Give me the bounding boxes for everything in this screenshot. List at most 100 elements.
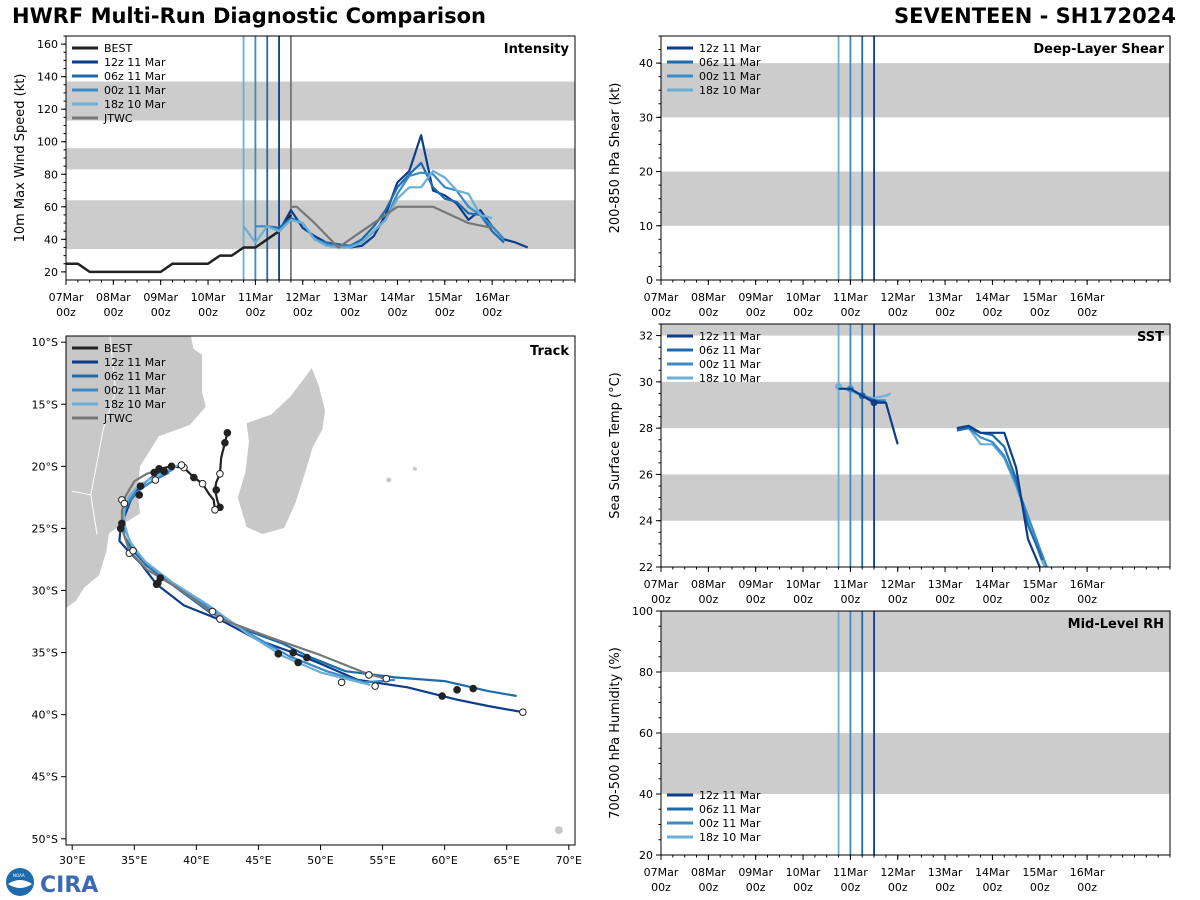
series-line [290, 205, 493, 249]
x-tick-label: 08Mar [691, 866, 726, 879]
x-tick-label: 15Mar [1022, 578, 1057, 591]
track-position-marker [118, 519, 126, 528]
y-tick-label: 25°S [32, 522, 58, 535]
y-axis-label: 700-500 hPa Humidity (%) [608, 647, 623, 819]
x-tick-label: 12Mar [880, 291, 915, 304]
x-tick-label: 14Mar [975, 866, 1010, 879]
legend-label: 06z 11 Mar [104, 70, 166, 83]
x-tick-label: 45°E [245, 854, 271, 867]
x-tick-label-hour: 00z [793, 593, 813, 606]
x-tick-label-hour: 00z [1030, 593, 1050, 606]
legend-label: 18z 10 Mar [104, 398, 166, 411]
x-tick-label-hour: 00z [841, 593, 861, 606]
x-tick-label-hour: 00z [198, 306, 218, 319]
y-tick-label: 120 [37, 103, 58, 116]
x-tick-label: 10Mar [191, 291, 226, 304]
y-tick-label: 40 [44, 233, 58, 246]
x-tick-label-hour: 00z [793, 881, 813, 894]
legend-label: 06z 11 Mar [699, 344, 761, 357]
legend-label: BEST [104, 42, 132, 55]
y-tick-label: 10°S [32, 336, 58, 349]
threshold-band [661, 324, 1170, 336]
x-tick-label: 08Mar [691, 291, 726, 304]
track-position-marker [212, 486, 221, 494]
track-position-marker [136, 482, 145, 491]
x-tick-label: 16Mar [1070, 866, 1105, 879]
legend-label: 18z 10 Mar [104, 98, 166, 111]
x-tick-label: 16Mar [475, 291, 510, 304]
x-tick-label: 65°E [493, 854, 519, 867]
y-tick-label: 35°S [32, 647, 58, 660]
country-borders [72, 336, 117, 535]
legend-label: 06z 11 Mar [699, 803, 761, 816]
y-tick-label: 80 [44, 168, 58, 181]
x-tick-label: 07Mar [644, 578, 679, 591]
x-tick-label: 13Mar [333, 291, 368, 304]
x-tick-label-hour: 00z [841, 881, 861, 894]
legend-label: 00z 11 Mar [104, 384, 166, 397]
x-tick-label-hour: 00z [482, 306, 502, 319]
axes-frame [660, 323, 1171, 568]
x-tick-label-hour: 00z [888, 306, 908, 319]
x-tick-label-hour: 00z [746, 306, 766, 319]
y-axis-label: 10m Max Wind Speed (kt) [13, 74, 28, 243]
threshold-band [661, 611, 1170, 672]
kerguelen-island [554, 826, 563, 835]
threshold-band [661, 171, 1170, 226]
x-tick-label-hour: 00z [103, 306, 123, 319]
x-tick-label-hour: 00z [1030, 306, 1050, 319]
series-line [956, 424, 1041, 567]
legend-label: 18z 10 Mar [699, 831, 761, 844]
x-tick-label-hour: 00z [56, 306, 76, 319]
x-tick-label: 60°E [431, 854, 457, 867]
track-position-marker [303, 653, 311, 662]
track-position-marker [216, 470, 224, 478]
series-line [242, 169, 493, 249]
track-position-marker [221, 438, 229, 447]
track-position-marker [190, 473, 198, 482]
y-tick-label: 40 [639, 788, 653, 801]
y-tick-label: 50°S [32, 833, 58, 846]
y-tick-label: 15°S [32, 398, 58, 411]
x-tick-label: 70°E [556, 854, 582, 867]
track-position-marker [150, 468, 158, 477]
y-tick-label: 80 [639, 666, 653, 679]
legend-label: 12z 11 Mar [104, 56, 166, 69]
x-tick-label: 16Mar [1070, 291, 1105, 304]
track-position-marker [129, 546, 137, 555]
x-tick-label: 11Mar [833, 578, 868, 591]
y-tick-label: 60 [44, 201, 58, 214]
x-tick-label-hour: 00z [1077, 306, 1097, 319]
x-tick-label-hour: 00z [888, 881, 908, 894]
series-line [956, 427, 1048, 567]
x-tick-label: 30°E [59, 854, 85, 867]
madagascar-land [236, 365, 327, 536]
y-tick-label: 60 [639, 727, 653, 740]
x-tick-label: 12Mar [285, 291, 320, 304]
mauritius-island [412, 466, 417, 471]
x-tick-label-hour: 00z [435, 306, 455, 319]
x-tick-label: 13Mar [928, 578, 963, 591]
x-tick-label-hour: 00z [841, 306, 861, 319]
x-tick-label-hour: 00z [983, 306, 1003, 319]
legend-label: 06z 11 Mar [104, 370, 166, 383]
x-tick-label: 14Mar [380, 291, 415, 304]
x-tick-label-hour: 00z [1030, 881, 1050, 894]
x-tick-label-hour: 00z [293, 306, 313, 319]
threshold-band [661, 733, 1170, 794]
track-position-marker [120, 499, 129, 508]
legend-label: 18z 10 Mar [699, 372, 761, 385]
reunion-island [386, 477, 392, 483]
x-tick-label: 11Mar [833, 866, 868, 879]
x-tick-label: 07Mar [644, 866, 679, 879]
track-position-marker [289, 648, 297, 657]
x-tick-label-hour: 00z [151, 306, 171, 319]
land-layer [66, 336, 563, 835]
x-tick-label: 12Mar [880, 866, 915, 879]
panel-title: Mid-Level RH [1068, 617, 1164, 632]
track-position-marker [365, 671, 373, 679]
x-tick-label: 14Mar [975, 291, 1010, 304]
x-tick-label: 15Mar [1022, 866, 1057, 879]
